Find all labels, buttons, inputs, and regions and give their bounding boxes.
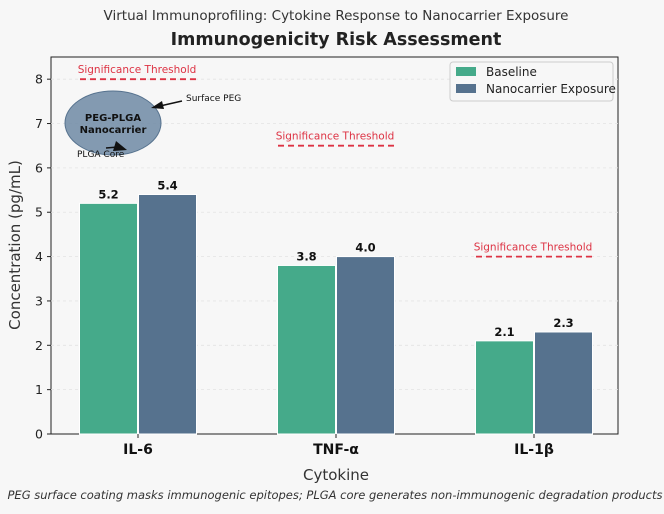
bar-baseline-IL-1β	[475, 340, 534, 435]
surface-arrow-head-icon	[151, 101, 164, 109]
legend-label-nanocarrier: Nanocarrier Exposure	[486, 82, 616, 96]
inset-label-line2: Nanocarrier	[80, 125, 147, 136]
nanocarrier-particle-icon	[64, 90, 162, 156]
bar-baseline-TNF-α	[277, 264, 336, 435]
y-axis-ticks: 0 1 2 3 4 5 6 7 8	[35, 72, 51, 442]
x-tick-label: TNF-α	[313, 442, 359, 458]
x-tick-label: IL-1β	[514, 442, 554, 458]
chart-subtitle: Virtual Immunoprofiling: Cytokine Respon…	[104, 8, 569, 24]
y-tick-label: 1	[35, 382, 43, 397]
data-labels: 5.2 3.8 2.1 5.4 4.0 2.3	[98, 178, 573, 338]
legend-swatch-baseline	[456, 67, 476, 76]
surface-peg-annotation: Surface PEG	[186, 94, 241, 104]
data-label: 2.1	[494, 325, 514, 339]
chart-title: Immunogenicity Risk Assessment	[171, 30, 502, 50]
significance-threshold-label: Significance Threshold	[474, 242, 593, 254]
data-label: 2.3	[553, 316, 573, 330]
data-label: 5.2	[98, 187, 118, 201]
chart-legend: Baseline Nanocarrier Exposure	[449, 61, 616, 102]
y-tick-label: 4	[35, 249, 43, 264]
chart-caption: PEG surface coating masks immunogenic ep…	[8, 488, 663, 502]
y-tick-label: 0	[35, 427, 43, 442]
x-axis-ticks: IL-6 TNF-α IL-1β	[123, 434, 554, 458]
legend-box	[449, 61, 614, 102]
plga-core-annotation: PLGA Core	[77, 150, 125, 160]
inset-label-line1: PEG-PLGA	[85, 113, 141, 124]
y-tick-label: 7	[35, 116, 43, 131]
x-axis-label: Cytokine	[303, 466, 369, 484]
y-axis-label: Concentration (pg/mL)	[6, 160, 24, 330]
y-tick-label: 5	[35, 205, 43, 220]
data-label: 5.4	[157, 178, 177, 192]
y-tick-label: 3	[35, 293, 43, 308]
bar-layer	[79, 193, 593, 435]
x-tick-label: IL-6	[123, 442, 153, 458]
y-tick-label: 8	[35, 72, 43, 87]
bar-nanocarrier-IL-1β	[534, 331, 593, 435]
data-label: 4.0	[355, 241, 375, 255]
core-arrow-head-icon	[113, 141, 127, 151]
significance-threshold-label: Significance Threshold	[276, 131, 395, 143]
y-tick-label: 6	[35, 160, 43, 175]
bar-nanocarrier-IL-6	[138, 193, 197, 435]
nanocarrier-inset: PEG-PLGA Nanocarrier Surface PEG PLGA Co…	[64, 90, 241, 160]
data-label: 3.8	[296, 249, 316, 263]
bar-nanocarrier-TNF-α	[336, 256, 395, 435]
bar-baseline-IL-6	[79, 202, 138, 435]
y-tick-label: 2	[35, 338, 43, 353]
significance-threshold-label: Significance Threshold	[78, 64, 197, 76]
threshold-lines: Significance Threshold Significance Thres…	[78, 64, 593, 258]
legend-swatch-nanocarrier	[456, 84, 476, 93]
surface-arrow-line	[159, 100, 183, 107]
legend-label-baseline: Baseline	[486, 65, 537, 79]
